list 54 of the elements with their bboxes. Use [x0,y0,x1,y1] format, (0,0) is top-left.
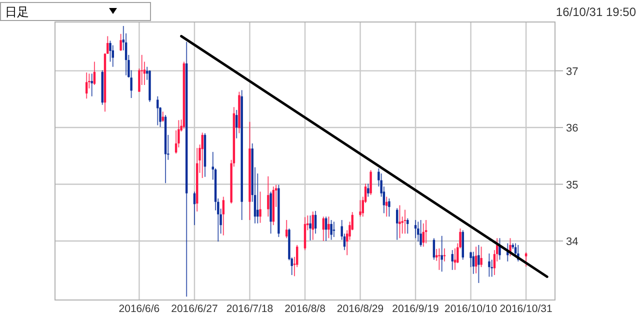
candlestick [420,220,422,248]
y-tick-label: 36 [566,122,578,135]
candlestick [454,248,456,270]
candlestick [314,210,317,234]
candlestick [267,176,270,218]
x-tick-label: 2016/6/27 [171,303,218,315]
candlestick [424,220,428,244]
text: 16/10/31 19:50 [556,5,636,19]
candlestick [285,220,288,239]
candlestick [120,33,122,52]
candlestick [524,252,528,268]
candlestick [93,61,96,86]
candlestick [359,200,362,218]
candlestick [451,250,454,270]
candlestick [488,252,490,278]
candlestick [480,246,482,268]
candlestick [332,221,336,238]
candlestick [398,204,401,239]
candlestick [156,96,159,126]
text: 日足 [5,5,29,19]
candlestick [309,214,312,241]
candlestick [259,191,262,224]
candlestick [440,235,443,272]
candlestick [432,238,436,260]
x-tick-label: 2016/8/29 [336,303,384,315]
candlestick [328,216,330,239]
candlestick [396,208,398,240]
x-tick-label: 2016/7/18 [226,303,274,315]
candlestick [388,198,390,218]
candlestick [406,218,409,234]
candlestick [222,196,225,236]
candlestick [438,248,440,270]
candlestick [414,220,417,239]
candlestick [385,196,388,218]
y-tick-label: 34 [566,236,578,248]
y-tick-label: 37 [566,66,578,78]
x-tick-label: 2016/6/6 [118,303,160,315]
candlestick [162,111,164,122]
candlestick [478,244,480,284]
x-tick-label: 2016/10/10 [444,303,498,315]
x-tick-label: 2016/8/8 [284,303,326,315]
candlestick [85,72,88,100]
candlestick [509,238,512,257]
candlestick [235,109,238,139]
candlestick [201,132,204,179]
candlestick [330,220,332,240]
candlestick [367,183,370,198]
x-tick-label: 2016/9/19 [392,303,440,315]
candlestick [417,221,420,242]
y-tick-label: 35 [566,179,578,192]
candlestick [90,73,93,97]
candlestick [474,246,478,274]
candlestick [370,170,372,196]
x-tick-label: 2016/10/31 [500,303,552,315]
